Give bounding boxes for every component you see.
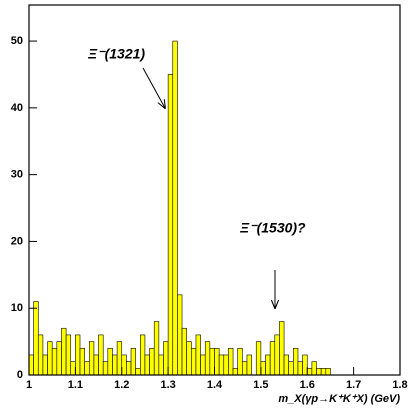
bar (204, 341, 211, 376)
bar (209, 347, 215, 376)
bar (177, 294, 183, 376)
x-tick-label: 1.7 (346, 379, 361, 391)
x-tick-label: 1.8 (392, 379, 407, 391)
bar (70, 361, 76, 376)
bar (265, 354, 271, 376)
bar (75, 334, 81, 376)
bar (195, 334, 201, 376)
bar (269, 341, 276, 376)
x-tick-label: 1.3 (160, 379, 175, 391)
bar (181, 327, 187, 376)
x-tick-label: 1 (26, 379, 32, 391)
bar (93, 354, 99, 376)
bar (149, 347, 155, 376)
arrow (142, 67, 165, 108)
bar (214, 347, 220, 376)
bar (84, 361, 90, 376)
bar (135, 368, 141, 376)
bar (316, 368, 322, 376)
bar (102, 361, 109, 376)
bar (79, 347, 85, 376)
bar (56, 341, 62, 376)
bar (293, 347, 299, 376)
bar (191, 347, 197, 376)
bar (61, 327, 67, 376)
bar (33, 301, 39, 376)
bar (274, 334, 280, 376)
x-tick-label: 1.4 (207, 379, 223, 391)
x-axis-title: m_X(γp→K⁺K⁺X) (GeV) (278, 393, 400, 405)
y-tick-label: 30 (11, 169, 23, 181)
bar (130, 347, 136, 376)
bar (279, 321, 285, 376)
bar (325, 368, 331, 376)
bar (144, 354, 150, 376)
bar (163, 341, 169, 376)
bar (167, 74, 174, 376)
bar (218, 354, 225, 376)
bar (228, 347, 234, 376)
x-tick-label: 1.2 (114, 379, 129, 391)
bar (223, 354, 229, 376)
bar (42, 354, 48, 376)
bar (237, 347, 243, 376)
y-tick-label: 40 (11, 102, 23, 114)
bar (112, 354, 118, 376)
y-tick-label: 0 (17, 369, 23, 381)
bar (297, 361, 303, 376)
bar (232, 368, 238, 376)
bar (288, 361, 294, 376)
x-tick-label: 1.6 (300, 379, 315, 391)
bar (65, 334, 72, 376)
bar (37, 334, 44, 376)
bar (255, 341, 262, 376)
bar (186, 341, 192, 376)
bar (140, 334, 146, 376)
bar (47, 341, 53, 376)
bar (126, 361, 132, 376)
y-tick-label: 10 (11, 302, 23, 314)
bar (306, 368, 313, 376)
bar (158, 354, 164, 376)
x-tick-label: 1.1 (68, 379, 83, 391)
bar (302, 354, 308, 376)
bar (242, 361, 248, 376)
bar (116, 341, 123, 376)
bar (311, 361, 317, 376)
annotation: Ξ⁻(1321) (87, 46, 145, 62)
y-tick-label: 50 (11, 35, 23, 47)
x-tick-label: 1.5 (253, 379, 268, 391)
frame (28, 4, 401, 376)
bar (121, 354, 127, 376)
bar (51, 347, 58, 376)
bar (107, 347, 113, 376)
bar (172, 40, 178, 376)
annotation: Ξ⁻(1530)? (239, 220, 306, 236)
bar (153, 321, 160, 376)
bar (200, 354, 206, 376)
bar (320, 368, 327, 376)
bar (28, 354, 34, 376)
y-tick-label: 20 (11, 235, 23, 247)
bar (283, 354, 289, 376)
bar (260, 361, 266, 376)
bar (98, 334, 104, 376)
bar (88, 341, 95, 376)
bar (246, 354, 252, 376)
